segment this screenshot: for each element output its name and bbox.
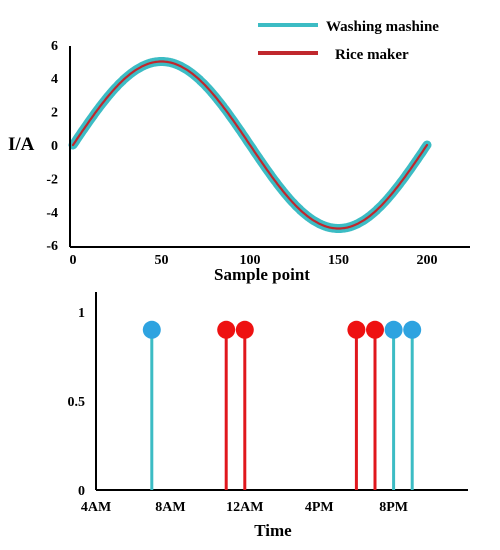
legend-item-washing: Washing mashine [258, 19, 439, 35]
x-tick-label: 12AM [226, 500, 263, 515]
legend: Washing mashine Rice maker [258, 19, 439, 63]
y-tick-label: -4 [46, 206, 58, 221]
waveform-y-ticks: 6 4 2 0 -2 -4 -6 [46, 39, 58, 254]
y-tick-label: 6 [51, 39, 58, 54]
x-tick-label: 100 [240, 253, 261, 268]
y-tick-label: 0 [51, 139, 58, 154]
stem-marker-washing [384, 320, 403, 339]
y-tick-label: 1 [78, 306, 85, 321]
x-tick-label: 0 [70, 253, 77, 268]
stem-marker-washing [403, 320, 422, 339]
x-tick-label: 4PM [305, 500, 334, 515]
waveform-chart: 6 4 2 0 -2 -4 -6 0 50 100 150 200 I/A Sample point… [8, 19, 470, 284]
x-tick-label: 4AM [81, 500, 111, 515]
event-y-ticks: 10.50 [68, 306, 86, 499]
x-tick-label: 50 [155, 253, 169, 268]
y-tick-label: 0.5 [68, 395, 86, 410]
stem-marker-rice [235, 320, 254, 339]
stem-marker-rice [217, 320, 236, 339]
waveform-x-label: Sample point [214, 265, 310, 284]
x-tick-label: 8AM [155, 500, 185, 515]
waveform-y-label: I/A [8, 134, 35, 155]
y-tick-label: -2 [46, 172, 58, 187]
series-line-rice [71, 60, 429, 230]
legend-item-rice: Rice maker [258, 47, 409, 63]
stem-marker-washing [142, 320, 161, 339]
x-tick-label: 8PM [379, 500, 408, 515]
x-tick-label: 200 [417, 253, 438, 268]
event-x-ticks: 4AM 8AM 12AM 4PM 8PM [81, 500, 408, 515]
stem-marker-rice [366, 320, 384, 339]
y-tick-label: 2 [51, 106, 58, 121]
waveform-x-ticks: 0 50 100 150 200 [70, 253, 438, 268]
event-chart: 10.50 4AM 8AM 12AM 4PM 8PM Time [68, 292, 468, 540]
event-stems [142, 320, 422, 490]
y-tick-label: -6 [46, 239, 58, 254]
x-tick-label: 150 [328, 253, 349, 268]
y-tick-label: 0 [78, 484, 85, 499]
event-x-label: Time [254, 521, 292, 540]
waveform-plot-area [68, 57, 432, 233]
legend-label-rice: Rice maker [335, 47, 409, 63]
legend-label-washing: Washing mashine [326, 19, 439, 35]
y-tick-label: 4 [51, 72, 58, 87]
stem-marker-rice [347, 320, 366, 339]
